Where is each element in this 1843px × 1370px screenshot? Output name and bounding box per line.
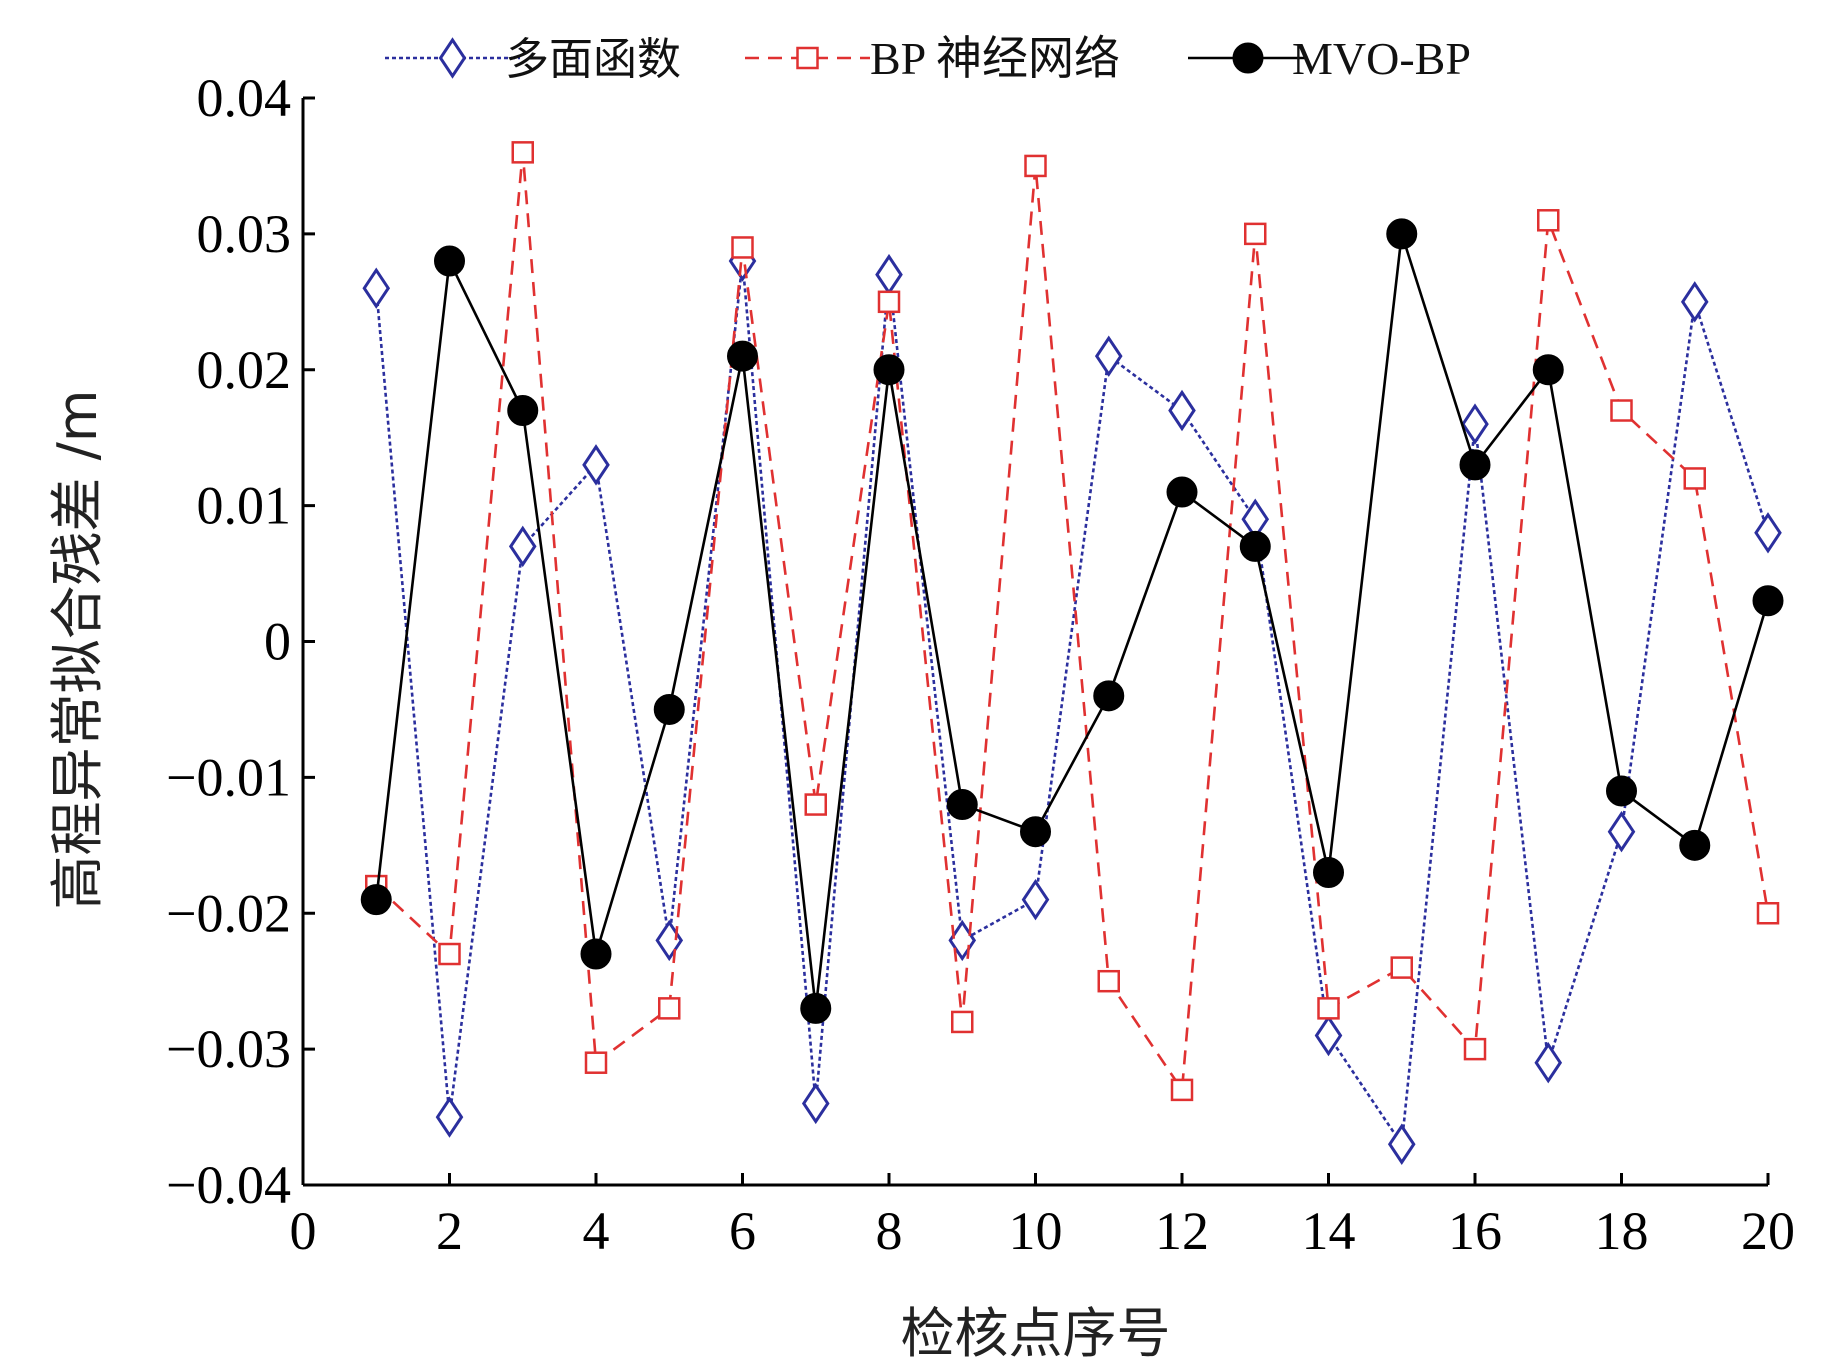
axes: 0.040.030.020.010−0.01−0.02−0.03−0.040 2 4… (166, 68, 1795, 1261)
square-marker (804, 793, 827, 816)
series-0 (362, 240, 1782, 1165)
x-axis-title: 检核点序号 (901, 1302, 1171, 1365)
square-marker (1683, 467, 1706, 490)
square-marker (1170, 1078, 1194, 1102)
diamond-marker (1021, 878, 1050, 921)
y-tick-label: 0.02 (197, 340, 292, 400)
square-marker (438, 942, 461, 966)
y-tick-label: 0 (264, 612, 291, 672)
legend-label: MVO-BP (1292, 33, 1471, 84)
x-tick-label: 16 (1448, 1201, 1502, 1261)
series-layer (360, 141, 1784, 1165)
circle-marker (946, 789, 978, 821)
circle-marker (800, 992, 832, 1024)
square-marker (511, 141, 534, 164)
square-marker (1610, 399, 1633, 422)
circle-marker (873, 354, 905, 386)
circle-marker (1386, 218, 1418, 250)
diamond-marker (435, 1096, 464, 1138)
y-axis-title: 高程异常拟合残差 /m (46, 390, 109, 910)
circle-marker (653, 693, 685, 725)
diamond-marker (1168, 389, 1196, 432)
diamond-marker (801, 1082, 830, 1125)
diamond-marker (438, 37, 467, 79)
series-line (375, 152, 1770, 1094)
diamond-marker (1387, 1123, 1416, 1165)
circle-marker (1093, 680, 1125, 712)
circle-marker (1020, 816, 1051, 848)
series-1 (365, 141, 1780, 1102)
y-tick-label: 0.03 (197, 204, 292, 264)
square-marker (951, 1010, 974, 1034)
diamond-marker (1314, 1014, 1343, 1057)
diamond-marker (1754, 512, 1782, 554)
circle-marker (360, 884, 392, 916)
circle-marker (1679, 829, 1711, 861)
square-marker (796, 46, 819, 70)
circle-marker (1166, 476, 1198, 508)
square-marker (1463, 1037, 1487, 1061)
legend: 多面函数 BP 神经网络 MVO-BP (385, 33, 1471, 85)
square-marker (1244, 222, 1267, 246)
circle-marker (1606, 775, 1637, 807)
diamond-marker (1680, 281, 1709, 323)
legend-item: BP 神经网络 (745, 33, 1120, 84)
square-marker (658, 997, 681, 1020)
circle-marker (1232, 42, 1264, 74)
circle-marker (1239, 530, 1271, 562)
square-marker (877, 290, 901, 314)
x-tick-label: 4 (583, 1201, 610, 1261)
circle-marker (727, 340, 758, 372)
legend-label: BP 神经网络 (870, 33, 1120, 84)
x-tick-label: 18 (1595, 1201, 1649, 1261)
circle-marker (434, 245, 465, 277)
y-tick-label: −0.04 (166, 1155, 291, 1215)
square-marker (1317, 997, 1340, 1020)
x-tick-label: 20 (1741, 1201, 1795, 1261)
x-tick-label: 8 (876, 1201, 903, 1261)
diamond-marker (1534, 1042, 1563, 1084)
diamond-marker (582, 444, 610, 486)
y-tick-label: 0.04 (197, 68, 292, 128)
square-marker (731, 236, 754, 259)
circle-marker (1459, 449, 1491, 481)
legend-label: 多面函数 (505, 34, 681, 85)
circle-marker (1313, 856, 1344, 888)
circle-marker (1532, 354, 1564, 386)
y-tick-label: 0.01 (197, 476, 292, 536)
x-tick-label: 14 (1302, 1201, 1356, 1261)
square-marker (1024, 154, 1047, 178)
x-tick-label: 2 (436, 1201, 463, 1261)
x-tick-label: 0 (290, 1201, 317, 1261)
square-marker (584, 1051, 608, 1074)
y-tick-label: −0.03 (166, 1019, 291, 1079)
x-tick-label: 6 (729, 1201, 756, 1261)
series-2 (360, 218, 1784, 1024)
square-marker (1390, 956, 1413, 979)
diamond-marker (1607, 811, 1636, 853)
legend-item: 多面函数 (385, 34, 681, 85)
diamond-marker (1461, 403, 1489, 445)
diamond-marker (1094, 335, 1123, 377)
x-tick-label: 12 (1155, 1201, 1209, 1261)
series-line (374, 260, 1770, 1148)
y-tick-label: −0.02 (166, 883, 291, 943)
diamond-marker (875, 253, 903, 296)
x-tick-label: 10 (1009, 1201, 1063, 1261)
legend-item: MVO-BP (1188, 33, 1471, 84)
diamond-marker (362, 267, 391, 309)
y-tick-label: −0.01 (166, 747, 291, 807)
circle-marker (580, 938, 612, 970)
square-marker (1097, 969, 1120, 993)
diamond-marker (508, 525, 537, 568)
square-marker (1537, 209, 1560, 232)
circle-marker (507, 395, 539, 427)
series-line (374, 233, 1770, 1009)
square-marker (1756, 902, 1780, 925)
circle-marker (1752, 585, 1784, 617)
